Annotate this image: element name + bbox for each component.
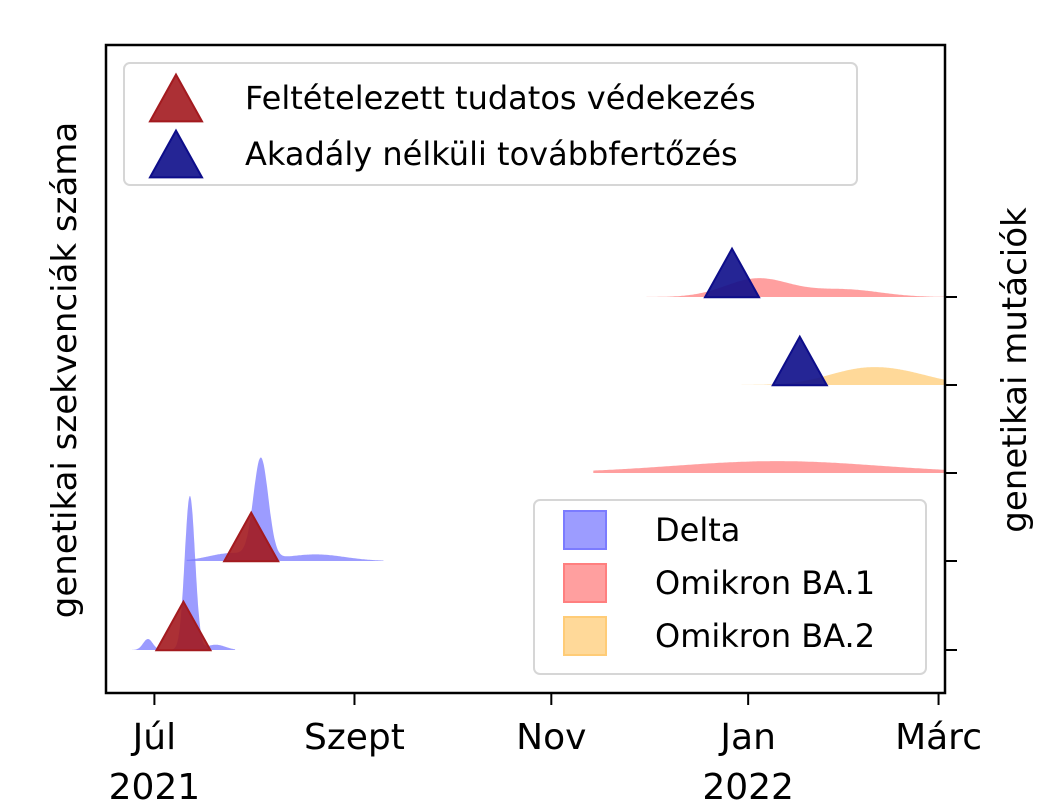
legend-marker-triangle — [148, 128, 204, 179]
variant-legend: Delta Omikron BA.1 Omikron BA.2 — [533, 499, 927, 675]
x-tick-label: Júl — [131, 717, 176, 758]
marker-legend-box — [123, 62, 858, 186]
legend-marker-triangle — [148, 72, 204, 123]
legend-swatch — [563, 510, 607, 550]
legend-swatch — [563, 616, 607, 656]
x-tick-label: Nov — [516, 717, 586, 758]
legend-variant-label: Omikron BA.2 — [655, 617, 875, 655]
ridge-delta-row-1 — [186, 457, 384, 561]
legend-swatch — [563, 563, 607, 603]
x-tick-label: Jan — [718, 717, 776, 758]
marker-triangle-row-3 — [771, 334, 829, 387]
marker-triangle-row-4 — [703, 246, 761, 299]
legend-marker-label: Feltételezett tudatos védekezés — [245, 79, 756, 117]
legend-variant-label: Delta — [655, 511, 740, 549]
x-tick-year-label: 2021 — [109, 767, 201, 808]
ridge-omikron-ba-2-row-3 — [725, 367, 945, 385]
marker-triangle-row-1 — [222, 510, 280, 563]
legend-variant-label: Omikron BA.1 — [655, 564, 875, 602]
marker-legend: Feltételezett tudatos védekezés Akadály n… — [123, 62, 858, 186]
ridges-layer — [125, 278, 945, 650]
right-y-axis — [945, 296, 957, 651]
ridge-omikron-ba-1-row-4 — [612, 278, 945, 297]
x-tick-year-label: 2022 — [702, 767, 794, 808]
ridge-omikron-ba-1-row-2 — [593, 461, 945, 473]
plot-frame — [104, 43, 947, 695]
variant-legend-box — [533, 499, 927, 675]
x-axis: Júl 2021 Szept Nov Jan 2022 Márc — [109, 693, 982, 808]
x-tick-label: Szept — [304, 717, 405, 758]
markers-layer — [154, 246, 829, 652]
left-y-axis-label: genetikai szekvenciák száma — [45, 122, 85, 619]
x-tick-label: Márc — [895, 717, 982, 758]
right-y-axis-label: genetikai mutációk — [995, 207, 1035, 533]
marker-triangle-row-0 — [154, 599, 213, 652]
legend-marker-label: Akadály nélküli továbbfertőzés — [245, 135, 738, 173]
